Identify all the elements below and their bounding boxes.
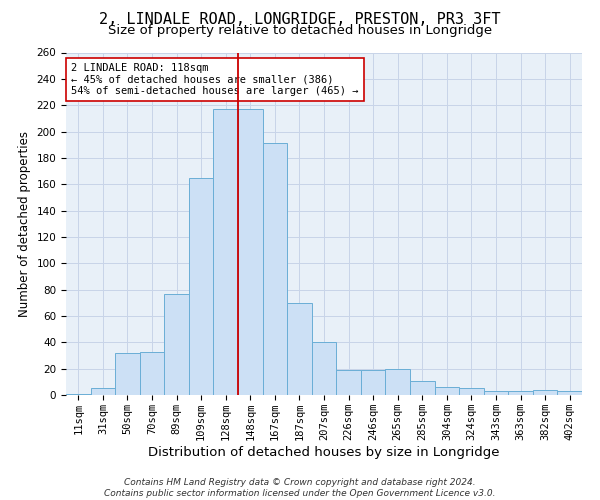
Bar xyxy=(91,388,115,395)
Bar xyxy=(459,388,484,395)
Bar xyxy=(336,370,361,395)
Bar xyxy=(238,109,263,395)
Bar xyxy=(410,380,434,395)
Text: Contains HM Land Registry data © Crown copyright and database right 2024.
Contai: Contains HM Land Registry data © Crown c… xyxy=(104,478,496,498)
Bar xyxy=(214,109,238,395)
Bar xyxy=(484,391,508,395)
Text: Size of property relative to detached houses in Longridge: Size of property relative to detached ho… xyxy=(108,24,492,37)
Bar xyxy=(312,342,336,395)
Bar xyxy=(164,294,189,395)
Bar xyxy=(508,391,533,395)
Bar xyxy=(361,370,385,395)
Bar xyxy=(66,394,91,395)
Text: 2 LINDALE ROAD: 118sqm
← 45% of detached houses are smaller (386)
54% of semi-de: 2 LINDALE ROAD: 118sqm ← 45% of detached… xyxy=(71,63,359,96)
Bar xyxy=(263,144,287,395)
Text: 2, LINDALE ROAD, LONGRIDGE, PRESTON, PR3 3FT: 2, LINDALE ROAD, LONGRIDGE, PRESTON, PR3… xyxy=(99,12,501,28)
Bar xyxy=(385,368,410,395)
Bar xyxy=(434,387,459,395)
Bar xyxy=(115,353,140,395)
Bar xyxy=(287,303,312,395)
Y-axis label: Number of detached properties: Number of detached properties xyxy=(18,130,31,317)
Bar xyxy=(140,352,164,395)
Bar xyxy=(189,178,214,395)
X-axis label: Distribution of detached houses by size in Longridge: Distribution of detached houses by size … xyxy=(148,446,500,458)
Bar xyxy=(533,390,557,395)
Bar xyxy=(557,391,582,395)
